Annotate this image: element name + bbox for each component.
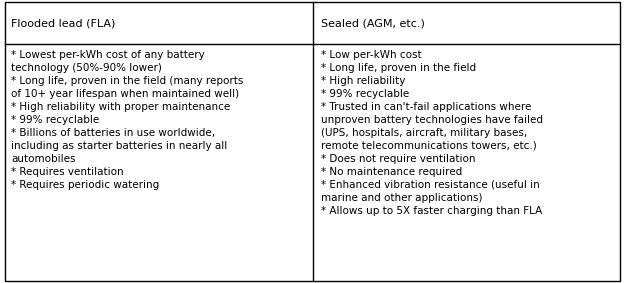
Text: * Low per-kWh cost
* Long life, proven in the field
* High reliability
* 99% rec: * Low per-kWh cost * Long life, proven i… bbox=[321, 50, 543, 216]
Text: * Lowest per-kWh cost of any battery
technology (50%-90% lower)
* Long life, pro: * Lowest per-kWh cost of any battery tec… bbox=[11, 50, 244, 190]
Text: Flooded lead (FLA): Flooded lead (FLA) bbox=[11, 18, 116, 29]
Text: Sealed (AGM, etc.): Sealed (AGM, etc.) bbox=[321, 18, 425, 29]
